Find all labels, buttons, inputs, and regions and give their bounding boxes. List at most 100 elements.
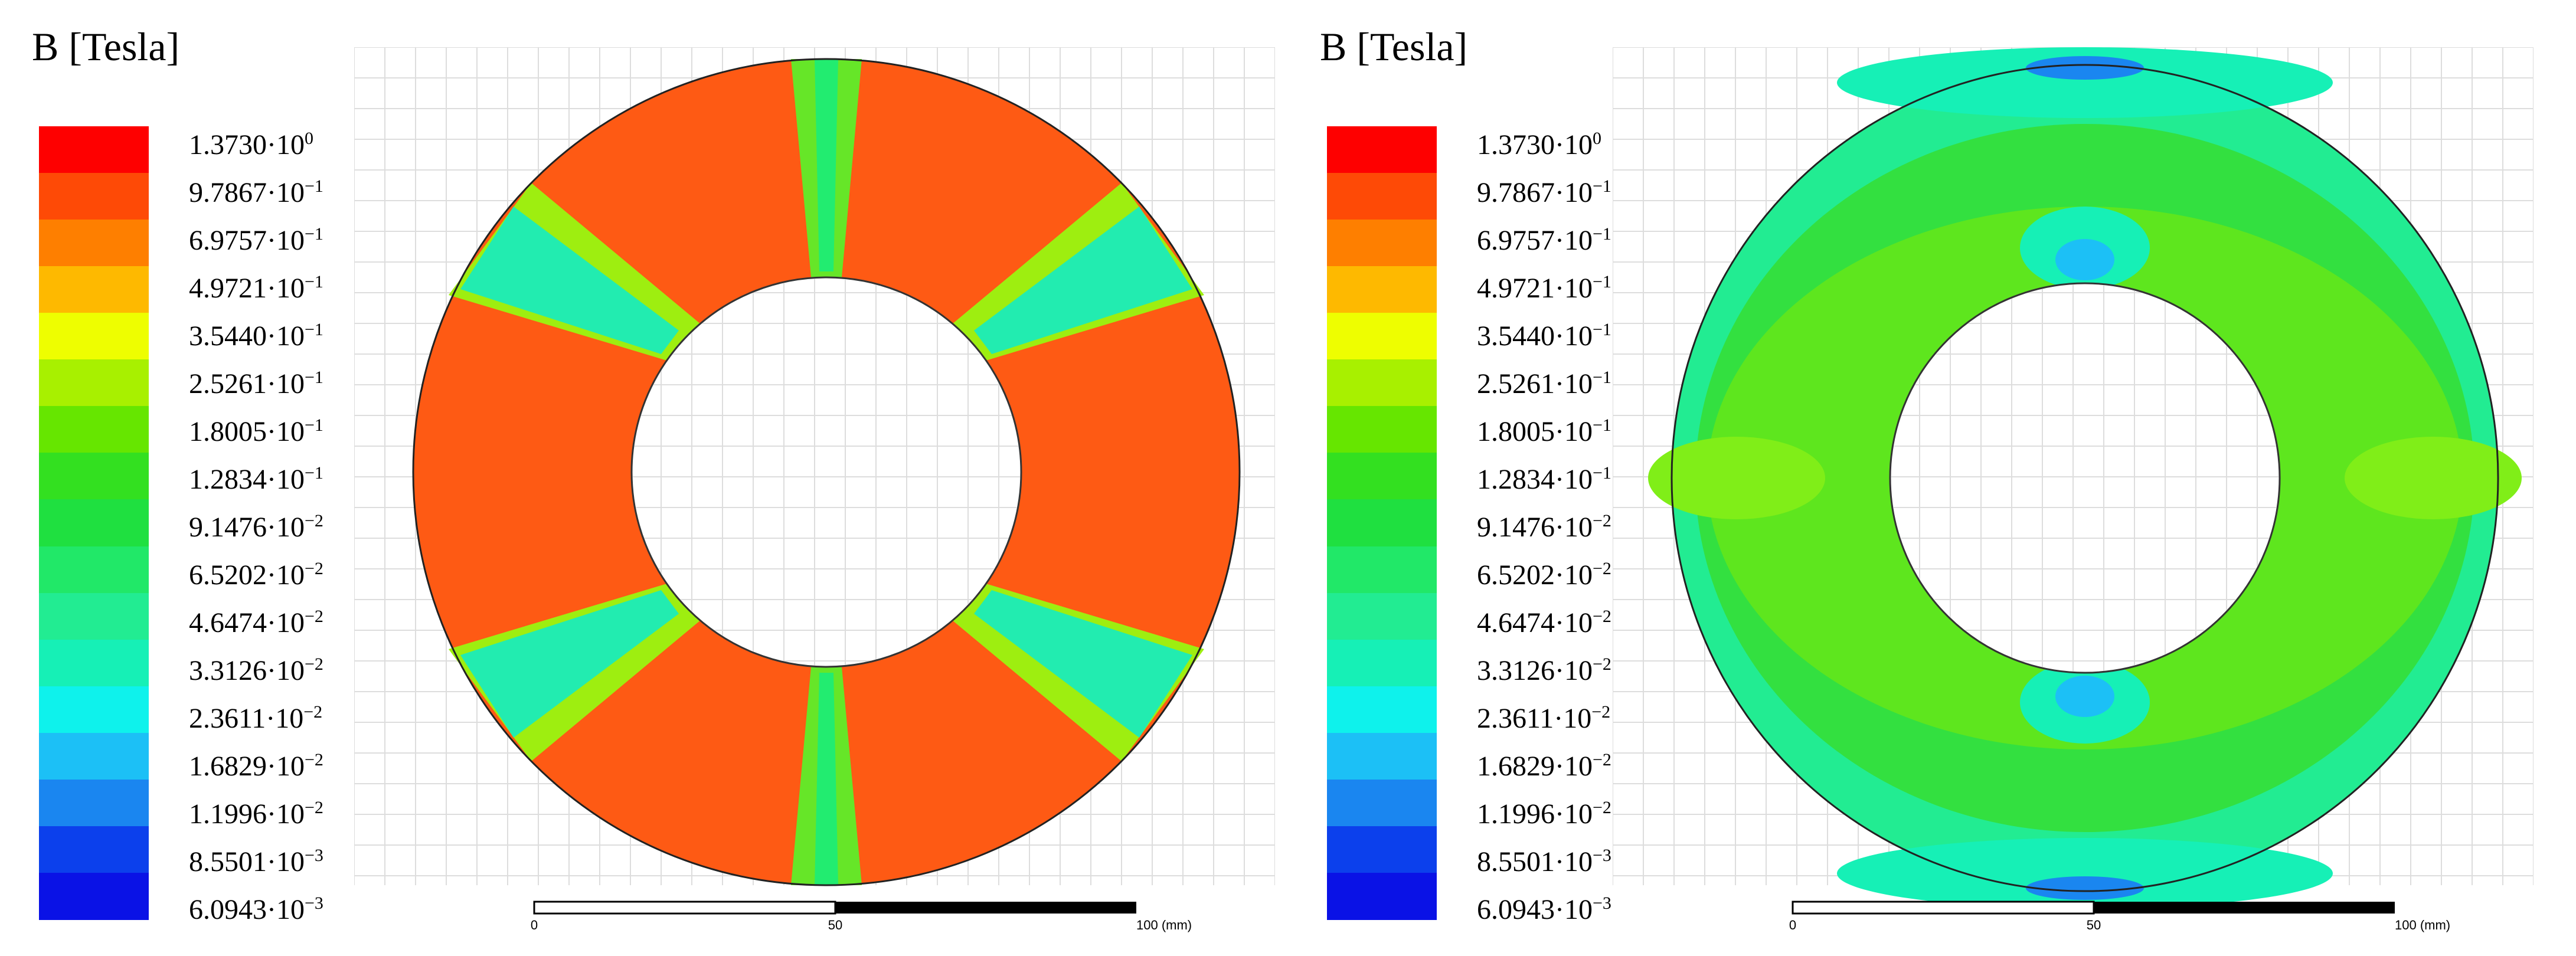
colorbar-swatch	[1327, 126, 1437, 174]
colorbar-tick-label: 1.8005·10−1	[1477, 417, 1611, 446]
tick-exponent: −2	[1592, 654, 1611, 674]
colorbar-tick-label: 8.5501·10−3	[1477, 847, 1611, 876]
scale-bar-white	[1792, 901, 2095, 915]
colorbar-tick-label: 9.1476·10−2	[1477, 512, 1611, 542]
tick-exponent: −2	[303, 702, 323, 722]
colorbar-tick-label: 6.5202·10−2	[189, 560, 323, 590]
tick-exponent: −3	[1592, 846, 1611, 865]
colorbar-swatch	[1327, 499, 1437, 547]
colorbar-tick-label: 3.3126·10−2	[1477, 656, 1611, 685]
colorbar-tick-label: 1.1996·10−2	[1477, 799, 1611, 829]
tick-exponent: −2	[1592, 607, 1611, 626]
tick-mantissa: 9.7867·10	[1477, 177, 1593, 208]
tick-mantissa: 1.6829·10	[189, 751, 305, 782]
contour-band	[1837, 47, 2333, 118]
outer-edge	[412, 58, 1241, 886]
contour-band	[2026, 876, 2144, 900]
tick-exponent: −1	[1592, 272, 1611, 292]
scale-label-0: 0	[1789, 918, 1796, 932]
field-plot-right: 0 50 100 (mm)	[1613, 47, 2533, 944]
colorbar-tick-label: 6.0943·10−3	[189, 895, 323, 924]
tick-mantissa: 1.6829·10	[1477, 751, 1593, 782]
colorbar	[1327, 126, 1437, 920]
tick-exponent: −1	[304, 224, 323, 244]
tick-mantissa: 9.1476·10	[189, 512, 305, 543]
colorbar-tick-label: 3.5440·10−1	[1477, 321, 1611, 351]
tick-mantissa: 3.3126·10	[189, 655, 305, 686]
tick-exponent: −2	[304, 750, 323, 770]
colorbar-swatch	[1327, 266, 1437, 314]
colorbar-tick-label: 1.2834·10−1	[189, 464, 323, 494]
tick-mantissa: 1.3730·10	[189, 129, 305, 161]
tick-exponent: −2	[304, 607, 323, 626]
tick-mantissa: 6.5202·10	[189, 559, 305, 591]
contour-band	[2345, 437, 2522, 519]
colorbar-swatch	[1327, 453, 1437, 500]
tick-mantissa: 4.9721·10	[1477, 273, 1593, 304]
tick-exponent: −2	[1592, 559, 1611, 578]
tick-exponent: 0	[1592, 129, 1601, 148]
tick-exponent: −2	[1592, 750, 1611, 770]
colorbar-tick-label: 1.2834·10−1	[1477, 464, 1611, 494]
tick-mantissa: 8.5501·10	[1477, 846, 1593, 878]
tick-exponent: −2	[304, 798, 323, 817]
contour-band	[2055, 239, 2114, 280]
contour-band	[2055, 676, 2114, 717]
colorbar-tick-label: 1.1996·10−2	[189, 799, 323, 829]
tick-mantissa: 6.0943·10	[189, 894, 305, 925]
slot-wedge-core	[460, 590, 679, 738]
tick-exponent: −1	[1592, 224, 1611, 244]
tick-mantissa: 4.6474·10	[189, 607, 305, 639]
tick-exponent: −2	[1592, 798, 1611, 817]
tick-exponent: −2	[1591, 702, 1611, 722]
colorbar-tick-label: 1.3730·100	[1477, 130, 1601, 159]
scale-bar-black	[835, 902, 1136, 914]
colorbar-tick-label: 8.5501·10−3	[189, 847, 323, 876]
colorbar-tick-label: 2.5261·10−1	[189, 369, 323, 398]
colorbar-tick-label: 4.6474·10−2	[1477, 608, 1611, 637]
slot-wedge-core	[815, 673, 838, 885]
tick-mantissa: 9.7867·10	[189, 177, 305, 208]
slot-wedge-core	[815, 59, 838, 271]
colorbar-tick-label: 9.1476·10−2	[189, 512, 323, 542]
colorbar-swatch	[1327, 173, 1437, 221]
scale-label-50: 50	[2087, 918, 2101, 932]
scale-label-100: 100 (mm)	[2395, 918, 2450, 932]
colorbar-swatch	[1327, 686, 1437, 734]
colorbar-tick-label: 3.3126·10−2	[189, 656, 323, 685]
colorbar-tick-label: 6.0943·10−3	[1477, 895, 1611, 924]
colorbar-tick-label: 9.7867·10−1	[1477, 178, 1611, 207]
tick-exponent: −1	[1592, 463, 1611, 483]
tick-mantissa: 2.5261·10	[189, 368, 305, 400]
tick-mantissa: 1.1996·10	[1477, 798, 1593, 830]
colorbar-swatch	[39, 732, 149, 780]
tick-exponent: −1	[1592, 176, 1611, 196]
colorbar-swatch	[1327, 639, 1437, 687]
colorbar-swatch	[39, 406, 149, 454]
tick-exponent: −1	[1592, 320, 1611, 339]
field-plot-left: 0 50 100 (mm)	[354, 47, 1275, 944]
scale-bar-white	[533, 901, 836, 915]
colorbar-tick-label: 4.6474·10−2	[189, 608, 323, 637]
tick-exponent: −1	[304, 320, 323, 339]
tick-mantissa: 8.5501·10	[189, 846, 305, 878]
scale-label-50: 50	[828, 918, 842, 932]
tick-exponent: −1	[304, 272, 323, 292]
field-plot-svg: 0 50 100 (mm)	[354, 47, 1275, 932]
tick-mantissa: 6.9757·10	[1477, 225, 1593, 256]
tick-mantissa: 2.3611·10	[1477, 703, 1592, 734]
colorbar	[39, 126, 149, 920]
legend-title: B [Tesla]	[32, 24, 180, 69]
contour-band	[2026, 56, 2144, 80]
colorbar-swatch	[1327, 592, 1437, 640]
right-panel: B [Tesla] 1.3730·100 9.7867·10−1 6.9757·10…	[1288, 0, 2576, 956]
tick-mantissa: 1.2834·10	[1477, 464, 1593, 495]
field-plot-svg: 0 50 100 (mm)	[1613, 47, 2533, 932]
scale-bar: 0 50 100 (mm)	[1789, 901, 2450, 932]
tick-mantissa: 2.5261·10	[1477, 368, 1593, 400]
tick-mantissa: 3.3126·10	[1477, 655, 1593, 686]
colorbar-swatch	[39, 313, 149, 361]
colorbar-tick-label: 1.3730·100	[189, 130, 313, 159]
colorbar-swatch	[39, 592, 149, 640]
tick-mantissa: 6.0943·10	[1477, 894, 1593, 925]
